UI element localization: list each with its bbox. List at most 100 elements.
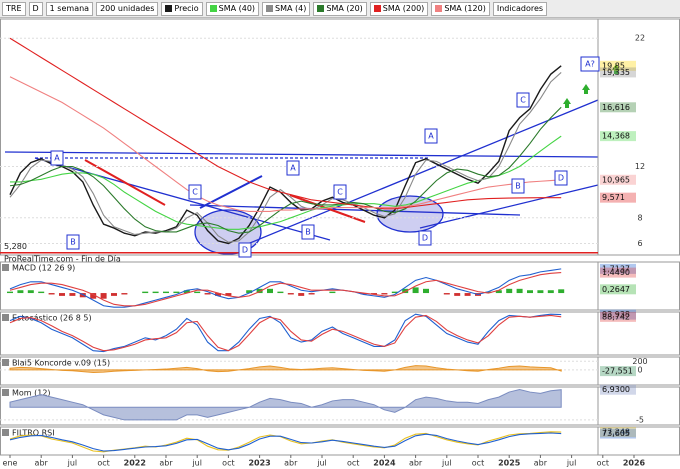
price-tag-label: 19,335 xyxy=(602,68,630,77)
histogram-bar xyxy=(454,293,461,296)
legend-label: SMA (120) xyxy=(444,3,486,13)
histogram-bar xyxy=(173,291,180,294)
price-tag-label: 1,7137 xyxy=(602,264,630,273)
price-tag xyxy=(600,311,636,322)
legend-item[interactable]: SMA (200) xyxy=(369,1,429,16)
histogram-bar xyxy=(371,293,377,295)
price-tag xyxy=(600,102,636,113)
period-type[interactable]: D xyxy=(28,1,43,16)
price-tag xyxy=(600,67,636,78)
histogram-bar xyxy=(360,293,367,295)
annotation-box xyxy=(66,234,80,250)
x-tick-label: abr xyxy=(35,459,49,468)
histogram-bar xyxy=(246,290,253,294)
histogram-bar xyxy=(59,293,65,296)
panel-title: MACD (12 26 9) xyxy=(12,264,75,273)
panel-title-box xyxy=(2,264,9,271)
histogram-bar xyxy=(402,288,409,294)
annotation: A xyxy=(428,132,434,141)
units[interactable]: 200 unidades xyxy=(96,1,159,16)
y-tick-label: 12 xyxy=(635,162,645,171)
trendline xyxy=(244,99,599,246)
series-line xyxy=(9,314,562,352)
arrow xyxy=(199,175,263,209)
x-tick-label: jul xyxy=(566,459,577,468)
y-tick-label: 8 xyxy=(637,213,642,222)
annotation-box xyxy=(188,184,202,200)
series-line xyxy=(9,106,562,234)
price-tag xyxy=(600,428,636,439)
histogram-bar xyxy=(516,288,523,294)
histogram-bar xyxy=(163,291,169,294)
histogram-bar xyxy=(506,288,513,294)
low-label: 5,280 xyxy=(4,242,27,251)
histogram-bar xyxy=(423,288,429,294)
price-tag xyxy=(600,427,636,438)
histogram-bar xyxy=(267,288,273,294)
histogram-bar xyxy=(256,288,263,294)
decorations xyxy=(4,64,620,255)
histogram-bar xyxy=(443,293,450,295)
symbol[interactable]: TRE xyxy=(2,1,26,16)
price-tag-label: 1,4490 xyxy=(602,268,630,277)
series-line xyxy=(9,432,562,452)
x-tick-label: oct xyxy=(597,459,609,468)
histogram-bar xyxy=(537,290,544,294)
annotation: B xyxy=(515,182,521,191)
histogram-bar xyxy=(298,293,305,296)
ellipse xyxy=(376,195,444,233)
histogram-bar xyxy=(152,291,159,294)
legend-item[interactable]: SMA (20) xyxy=(313,1,367,16)
legend-item[interactable]: SMA (40) xyxy=(205,1,260,16)
x-tick-label: abr xyxy=(284,459,298,468)
price-tag-label: 14,368 xyxy=(602,132,630,141)
histogram-bar xyxy=(111,293,117,296)
histogram-bar xyxy=(79,293,86,298)
histogram-bar xyxy=(48,293,55,295)
legend-item[interactable]: Precio xyxy=(161,1,203,16)
annotation-box xyxy=(418,230,432,246)
arrow-up xyxy=(563,64,620,108)
histogram-bar xyxy=(121,293,128,295)
panel-title: Estocástico (26 8 5) xyxy=(12,314,92,323)
histogram-bar xyxy=(308,293,315,295)
annotation-box xyxy=(238,242,252,258)
x-tick-label: oct xyxy=(347,459,359,468)
annotation-box xyxy=(516,92,530,108)
legend-swatch xyxy=(435,4,443,12)
panel-frame xyxy=(0,311,680,356)
period[interactable]: 1 semana xyxy=(45,1,94,16)
y-tick-label: 22 xyxy=(635,34,645,43)
y-tick-label: 200 xyxy=(632,357,647,366)
series-line xyxy=(9,65,562,245)
price-tag xyxy=(600,60,636,71)
price-tag xyxy=(600,174,636,185)
annotation: A? xyxy=(585,60,595,69)
histogram-bar xyxy=(464,293,471,296)
annotation: A xyxy=(54,154,60,163)
legend-item[interactable]: SMA (4) xyxy=(262,1,311,16)
source-label: ProRealTime.com - Fin de Día xyxy=(4,255,121,264)
x-tick-label: 2022 xyxy=(124,459,146,468)
annotation: D xyxy=(558,174,564,183)
panel-frame xyxy=(0,261,680,311)
histogram-bar xyxy=(194,291,201,294)
histogram-bar xyxy=(329,291,336,294)
indicators-button[interactable]: Indicadores xyxy=(492,1,548,16)
x-tick-label: abr xyxy=(409,459,423,468)
legend-swatch xyxy=(317,4,325,12)
x-tick-label: jul xyxy=(441,459,452,468)
histogram-bar xyxy=(183,290,190,294)
price-tag xyxy=(600,267,636,278)
series-line xyxy=(9,268,562,308)
x-tick-label: jul xyxy=(316,459,327,468)
series-line xyxy=(10,135,562,230)
price-tag xyxy=(600,309,636,320)
legend-item[interactable]: SMA (120) xyxy=(431,1,490,16)
histogram-bar xyxy=(412,287,419,294)
price-tag xyxy=(600,384,636,395)
annotation: D xyxy=(422,234,428,243)
histogram-bar xyxy=(17,290,24,294)
